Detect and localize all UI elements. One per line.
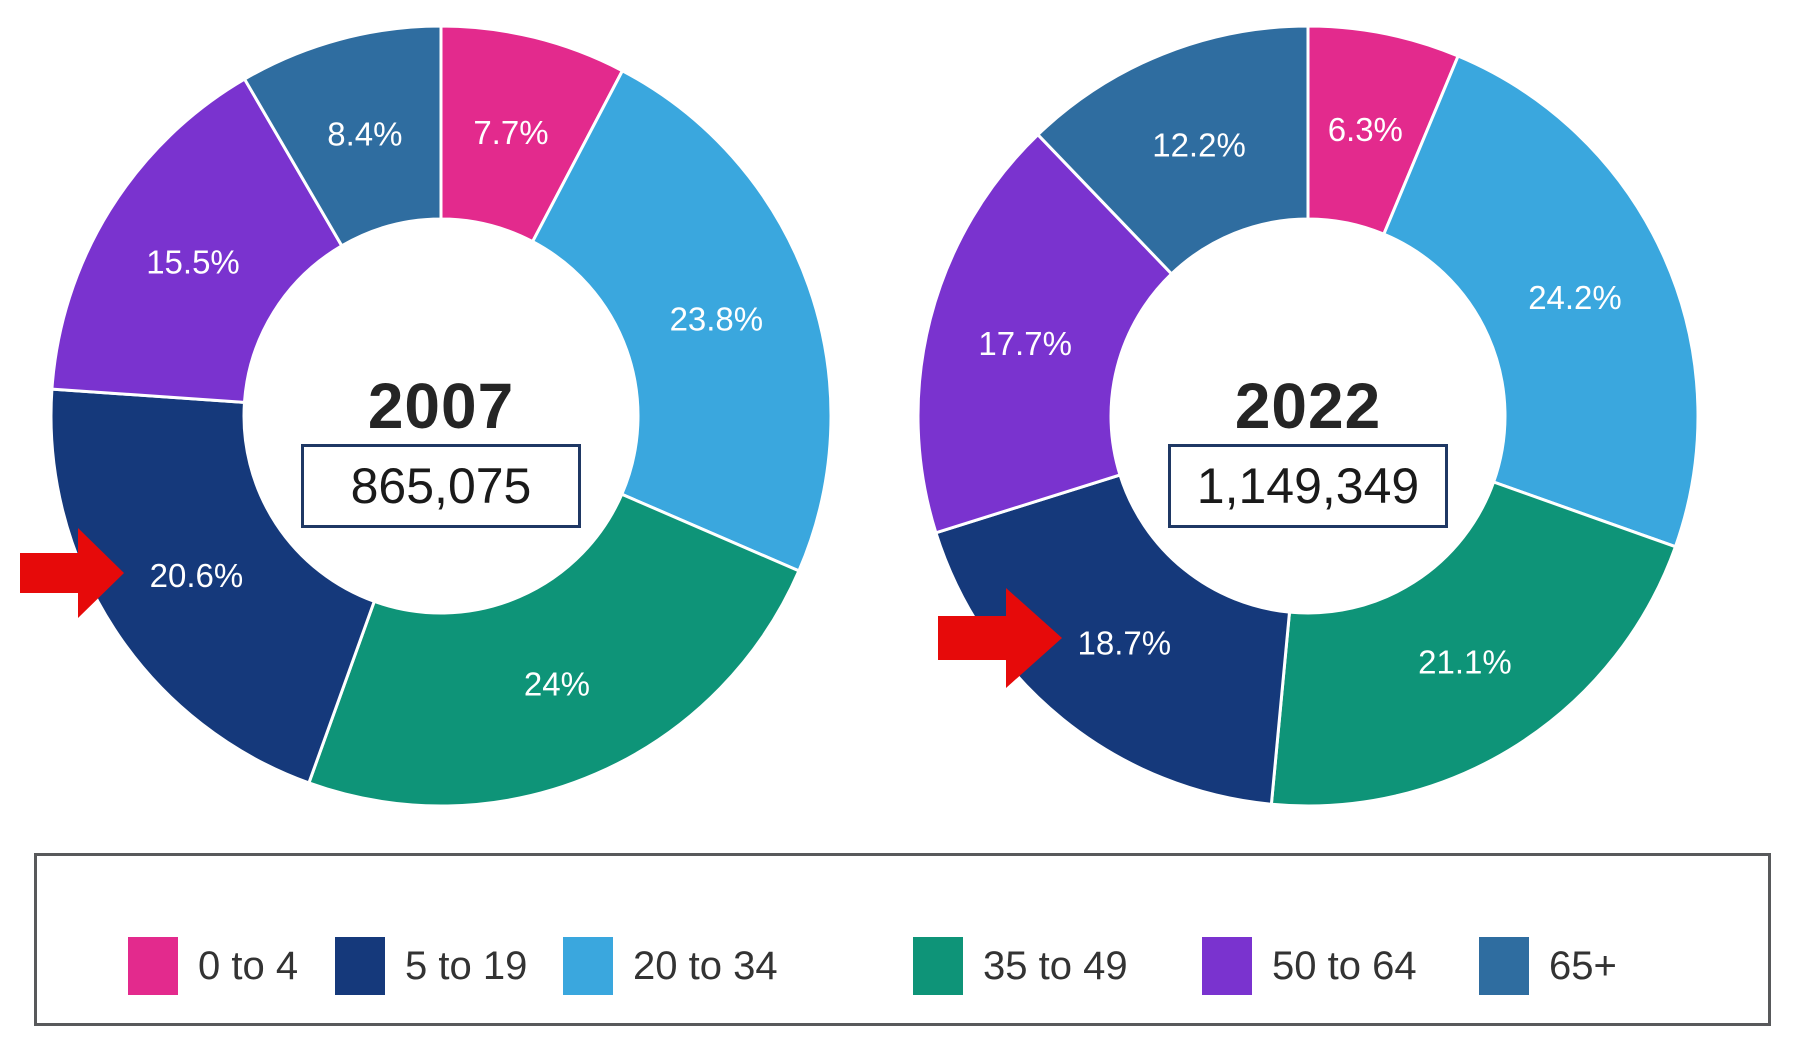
slice-label-2022-65+: 12.2% bbox=[1152, 127, 1246, 164]
legend-label: 65+ bbox=[1549, 944, 1617, 988]
total-value-2007: 865,075 bbox=[350, 458, 532, 514]
chart-title-2007: 2007 bbox=[367, 370, 515, 442]
legend: 0 to 4 5 to 19 20 to 34 35 to 49 50 to 64 65+ bbox=[34, 853, 1771, 1026]
slice-label-2022-0-to-4: 6.3% bbox=[1328, 111, 1403, 148]
legend-item-5-to-19: 5 to 19 bbox=[335, 937, 527, 995]
slice-2022-35-to-49 bbox=[1269, 480, 1678, 808]
legend-label: 50 to 64 bbox=[1272, 944, 1417, 988]
red-arrow-icon bbox=[938, 588, 1062, 688]
legend-item-50-to-64: 50 to 64 bbox=[1202, 937, 1417, 995]
legend-swatch-icon bbox=[335, 937, 385, 995]
slice-label-2022-35-to-49: 21.1% bbox=[1418, 644, 1512, 681]
slice-2007-35-to-49 bbox=[306, 492, 801, 808]
legend-item-35-to-49: 35 to 49 bbox=[913, 937, 1128, 995]
legend-label: 20 to 34 bbox=[633, 944, 778, 988]
red-arrow-icon bbox=[20, 528, 124, 618]
legend-label: 5 to 19 bbox=[405, 944, 528, 988]
slice-2007-20-to-34 bbox=[530, 68, 833, 573]
legend-swatch-icon bbox=[563, 937, 613, 995]
legend-item-0-to-4: 0 to 4 bbox=[128, 937, 298, 995]
slice-2022-65+ bbox=[1035, 24, 1310, 277]
chart-title-2022: 2022 bbox=[1234, 370, 1382, 442]
slice-label-2007-65+: 8.4% bbox=[327, 116, 402, 153]
legend-swatch-icon bbox=[128, 937, 178, 995]
slice-label-2007-50-to-64: 15.5% bbox=[146, 243, 240, 280]
legend-label: 35 to 49 bbox=[983, 944, 1128, 988]
legend-swatch-icon bbox=[1479, 937, 1529, 995]
red-arrow-2022 bbox=[938, 588, 1062, 688]
slice-2022-20-to-34 bbox=[1381, 54, 1700, 549]
legend-item-65+: 65+ bbox=[1479, 937, 1617, 995]
donut-chart-2007: 7.7% 23.8% 24% 20.6% 15.5% 8.4% bbox=[49, 24, 833, 808]
slice-label-2022-50-to-64: 17.7% bbox=[978, 325, 1072, 362]
legend-swatch-icon bbox=[913, 937, 963, 995]
slice-label-2022-20-to-34: 24.2% bbox=[1528, 279, 1622, 316]
slice-2007-65+ bbox=[242, 24, 443, 248]
donut-chart-2022: 6.3% 24.2% 21.1% 18.7% 17.7% 12.2% bbox=[916, 24, 1700, 808]
total-value-2022: 1,149,349 bbox=[1196, 458, 1420, 514]
slice-2007-50-to-64 bbox=[50, 77, 344, 404]
slice-label-2007-20-to-34: 23.8% bbox=[670, 300, 764, 337]
slice-label-2007-35-to-49: 24% bbox=[524, 665, 590, 702]
slice-2007-5-to-19 bbox=[49, 387, 377, 785]
slice-label-2007-5-to-19: 20.6% bbox=[150, 557, 244, 594]
legend-item-20-to-34: 20 to 34 bbox=[563, 937, 778, 995]
slice-label-2022-5-to-19: 18.7% bbox=[1078, 624, 1172, 661]
legend-swatch-icon bbox=[1202, 937, 1252, 995]
total-box-2007: 865,075 bbox=[301, 444, 581, 528]
slice-2022-5-to-19 bbox=[934, 473, 1292, 806]
slice-label-2007-0-to-4: 7.7% bbox=[473, 114, 548, 151]
legend-label: 0 to 4 bbox=[198, 944, 299, 988]
red-arrow-2007 bbox=[20, 528, 124, 618]
total-box-2022: 1,149,349 bbox=[1168, 444, 1448, 528]
slice-2022-50-to-64 bbox=[916, 132, 1174, 535]
